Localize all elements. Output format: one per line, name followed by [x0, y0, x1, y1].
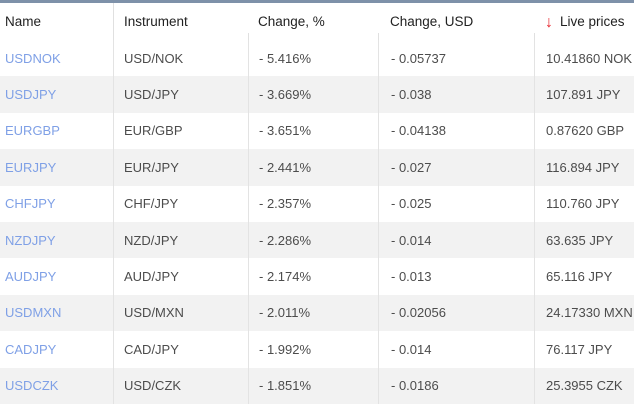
table-row[interactable]: USDJPY USD/JPY - 3.669% - 0.038 107.891 … — [0, 76, 634, 113]
live-price-cell: 10.41860 NOK — [534, 40, 634, 77]
live-price-cell: 116.894 JPY — [534, 149, 634, 186]
change-pct-cell: - 2.286% — [248, 221, 378, 259]
change-pct-cell: - 2.357% — [248, 185, 378, 222]
table-row[interactable]: AUDJPY AUD/JPY - 2.174% - 0.013 65.116 J… — [0, 258, 634, 295]
change-pct-cell: - 1.992% — [248, 331, 378, 368]
table-row[interactable]: USDMXN USD/MXN - 2.011% - 0.02056 24.173… — [0, 294, 634, 332]
table-row[interactable]: USDNOK USD/NOK - 5.416% - 0.05737 10.418… — [0, 40, 634, 77]
forex-screener-table: Name Instrument Change, % Change, USD ↓ … — [0, 3, 634, 404]
header-live-prices[interactable]: ↓ Live prices — [534, 3, 634, 40]
symbol-link[interactable]: EURJPY — [5, 159, 57, 175]
instrument-cell: CHF/JPY — [113, 185, 248, 222]
live-price-cell: 25.3955 CZK — [534, 367, 634, 404]
change-pct-cell: - 3.651% — [248, 112, 378, 150]
change-usd-cell: - 0.02056 — [378, 294, 534, 332]
instrument-cell: USD/MXN — [113, 294, 248, 332]
change-usd-cell': - 0.0186 — [378, 367, 534, 404]
table-header-row: Name Instrument Change, % Change, USD ↓ … — [0, 3, 634, 40]
table-row[interactable]: CHFJPY CHF/JPY - 2.357% - 0.025 110.760 … — [0, 185, 634, 222]
instrument-cell: USD/JPY — [113, 76, 248, 113]
change-usd-cell: - 0.014 — [378, 331, 534, 368]
live-price-cell: 110.760 JPY — [534, 185, 634, 222]
live-price-cell: 65.116 JPY — [534, 258, 634, 295]
symbol-link[interactable]: NZDJPY — [5, 232, 56, 248]
instrument-cell: EUR/JPY — [113, 149, 248, 186]
header-change-pct[interactable]: Change, % — [248, 3, 378, 40]
symbol-link[interactable]: USDMXN — [5, 305, 62, 321]
change-usd-cell: - 0.014 — [378, 221, 534, 259]
instrument-cell: NZD/JPY — [113, 221, 248, 259]
top-accent-bar — [0, 0, 634, 3]
change-pct-cell: - 5.416% — [248, 40, 378, 77]
symbol-link[interactable]: AUDJPY — [5, 269, 57, 285]
change-usd-cell: - 0.04138 — [378, 112, 534, 150]
header-change-usd[interactable]: Change, USD — [378, 3, 534, 40]
instrument-cell: CAD/JPY — [113, 331, 248, 368]
symbol-link[interactable]: CADJPY — [5, 341, 57, 357]
instrument-cell: USD/CZK — [113, 367, 248, 404]
header-instrument[interactable]: Instrument — [113, 3, 248, 40]
change-pct-cell: - 1.851% — [248, 367, 378, 404]
change-usd-cell: - 0.013 — [378, 258, 534, 295]
change-usd-cell: - 0.027 — [378, 149, 534, 186]
change-usd-cell: - 0.05737 — [378, 40, 534, 77]
change-pct-cell: - 2.441% — [248, 149, 378, 186]
symbol-link[interactable]: USDJPY — [5, 87, 57, 103]
table-row[interactable]: NZDJPY NZD/JPY - 2.286% - 0.014 63.635 J… — [0, 221, 634, 259]
symbol-link[interactable]: CHFJPY — [5, 196, 56, 212]
table-row[interactable]: EURGBP EUR/GBP - 3.651% - 0.04138 0.8762… — [0, 112, 634, 150]
instrument-cell: AUD/JPY — [113, 258, 248, 295]
change-pct-cell: - 2.174% — [248, 258, 378, 295]
change-usd-cell: - 0.038 — [378, 76, 534, 113]
symbol-link[interactable]: EURGBP — [5, 123, 60, 139]
table-row[interactable]: CADJPY CAD/JPY - 1.992% - 0.014 76.117 J… — [0, 331, 634, 368]
change-pct-cell: - 2.011% — [248, 294, 378, 332]
live-price-cell: 0.87620 GBP — [534, 112, 634, 150]
header-name[interactable]: Name — [5, 14, 42, 29]
header-live-prices-label: Live prices — [560, 14, 625, 29]
live-price-cell: 107.891 JPY — [534, 76, 634, 113]
table-row[interactable]: USDCZK USD/CZK - 1.851% - 0.0186 25.3955… — [0, 367, 634, 404]
change-usd-cell: - 0.025 — [378, 185, 534, 222]
live-price-cell: 63.635 JPY — [534, 221, 634, 259]
symbol-link[interactable]: USDNOK — [5, 50, 61, 66]
symbol-link[interactable]: USDCZK — [5, 378, 59, 394]
table-row[interactable]: EURJPY EUR/JPY - 2.441% - 0.027 116.894 … — [0, 149, 634, 186]
instrument-cell: USD/NOK — [113, 40, 248, 77]
live-price-cell: 24.17330 MXN — [534, 294, 634, 332]
live-price-cell: 76.117 JPY — [534, 331, 634, 368]
instrument-cell: EUR/GBP — [113, 112, 248, 150]
red-down-arrow-icon: ↓ — [545, 13, 553, 31]
change-pct-cell: - 3.669% — [248, 76, 378, 113]
